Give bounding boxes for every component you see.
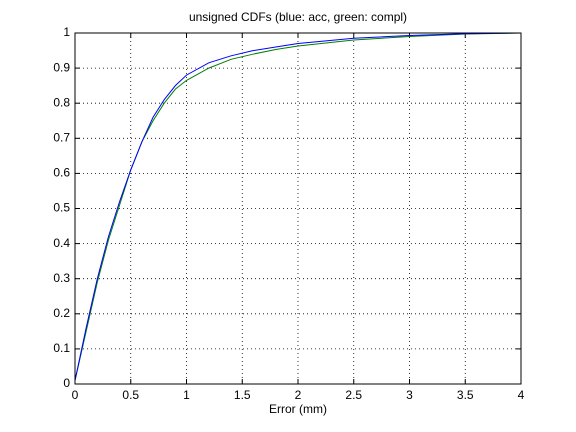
y-tick-label: 0.7	[53, 130, 70, 144]
x-tick-label: 2.5	[345, 388, 362, 402]
x-axis-label: Error (mm)	[269, 402, 327, 416]
y-tick-label: 0.3	[53, 271, 70, 285]
y-tick-label: 0	[63, 376, 70, 390]
y-tick-label: 0.4	[53, 236, 70, 250]
y-tick-label: 0.9	[53, 60, 70, 74]
x-tick-label: 0	[72, 388, 79, 402]
x-tick-label: 0.5	[122, 388, 139, 402]
x-tick-label: 3.5	[457, 388, 474, 402]
series-line	[74, 32, 522, 381]
x-tick-label: 1.5	[234, 388, 251, 402]
x-tick-label: 1	[183, 388, 190, 402]
series-line	[74, 32, 522, 381]
axes-box	[74, 32, 522, 385]
x-tick-label: 3	[406, 388, 413, 402]
chart-title: unsigned CDFs (blue: acc, green: compl)	[189, 10, 407, 24]
y-tick-label: 0.5	[53, 201, 70, 215]
y-tick-label: 0.1	[53, 341, 70, 355]
y-tick-label: 0.8	[53, 95, 70, 109]
x-tick-label: 4	[518, 388, 525, 402]
y-tick-label: 1	[63, 25, 70, 39]
y-tick-label: 0.6	[53, 166, 70, 180]
y-tick-label: 0.2	[53, 306, 70, 320]
x-tick-label: 2	[295, 388, 302, 402]
